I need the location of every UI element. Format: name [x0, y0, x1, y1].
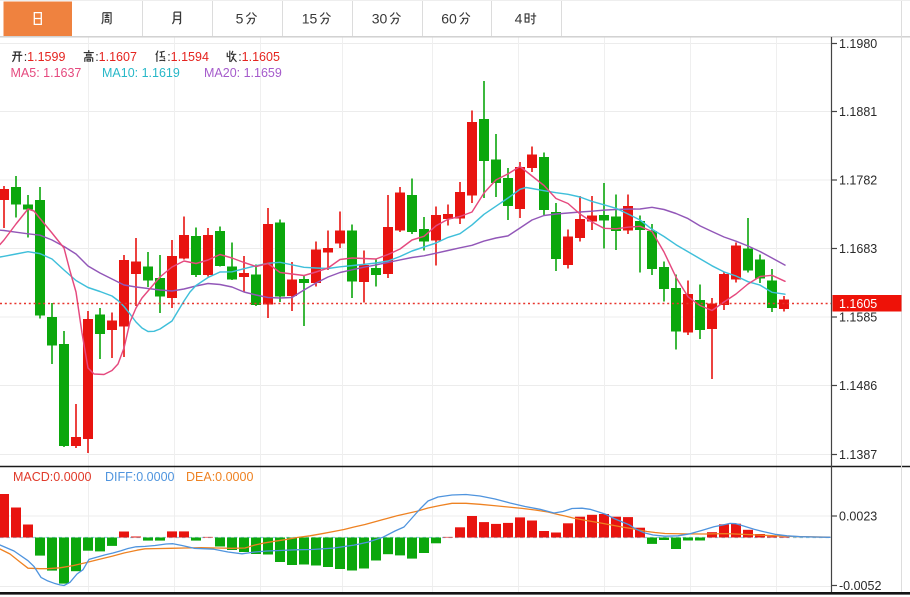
svg-text:MA20: 1.1659: MA20: 1.1659 — [204, 66, 282, 80]
svg-text:30: 30 — [372, 11, 388, 27]
svg-text:DEA:0.0000: DEA:0.0000 — [186, 470, 253, 484]
svg-text:15: 15 — [302, 11, 318, 27]
svg-text::1.1605: :1.1605 — [238, 50, 280, 64]
svg-text:1.1387: 1.1387 — [839, 448, 877, 462]
svg-text:1.1486: 1.1486 — [839, 379, 877, 393]
svg-text::1.1607: :1.1607 — [95, 50, 137, 64]
svg-text:1.1782: 1.1782 — [839, 174, 877, 188]
svg-text:4: 4 — [515, 11, 523, 27]
svg-text::1.1599: :1.1599 — [24, 50, 66, 64]
svg-text:MA5: 1.1637: MA5: 1.1637 — [11, 66, 82, 80]
svg-text:DIFF:0.0000: DIFF:0.0000 — [105, 470, 175, 484]
svg-text:MA10: 1.1619: MA10: 1.1619 — [102, 66, 180, 80]
svg-text:1.1881: 1.1881 — [839, 105, 877, 119]
svg-text::1.1594: :1.1594 — [167, 50, 209, 64]
svg-text:1.1980: 1.1980 — [839, 37, 877, 51]
svg-text:60: 60 — [441, 11, 457, 27]
svg-text:1.1585: 1.1585 — [839, 311, 877, 325]
svg-text:1.1683: 1.1683 — [839, 242, 877, 256]
svg-text:0.0023: 0.0023 — [839, 510, 877, 524]
svg-text:-0.0052: -0.0052 — [839, 579, 881, 593]
svg-text:MACD:0.0000: MACD:0.0000 — [13, 470, 92, 484]
svg-text:1.1605: 1.1605 — [839, 297, 877, 311]
svg-text:5: 5 — [236, 11, 244, 27]
